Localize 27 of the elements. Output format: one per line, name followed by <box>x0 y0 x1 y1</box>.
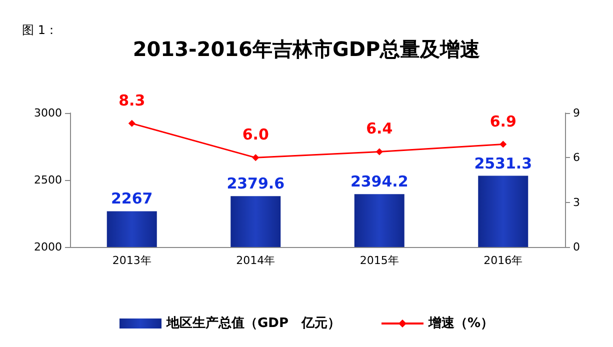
chart-title: 2013-2016年吉林市GDP总量及增速 <box>132 37 480 61</box>
x-tick-label: 2013年 <box>112 254 152 267</box>
legend-label: 增速（%） <box>427 316 494 331</box>
x-tick-label: 2014年 <box>236 254 276 267</box>
point <box>376 148 383 156</box>
caption: 图 1： <box>22 23 58 37</box>
point <box>252 154 260 162</box>
y-tick-label: 2000 <box>34 240 62 254</box>
data-label: 2531.3 <box>474 154 532 172</box>
point <box>128 120 136 127</box>
x-tick-label: 2016年 <box>484 254 523 267</box>
data-label: 2379.6 <box>226 174 285 193</box>
y2-tick-label: 3 <box>573 196 580 209</box>
y2-tick-label: 0 <box>573 240 580 254</box>
y-tick-label: 3000 <box>34 106 62 120</box>
x-tick-label: 2015年 <box>360 254 399 267</box>
point <box>500 140 507 148</box>
data-label: 6.9 <box>490 112 516 130</box>
data-label: 8.3 <box>118 91 146 110</box>
y2-tick-label: 9 <box>573 106 580 120</box>
data-label: 6.0 <box>242 126 269 144</box>
y2-tick-label: 6 <box>573 151 580 164</box>
data-label: 2394.2 <box>350 172 408 191</box>
data-label: 2267 <box>111 190 153 208</box>
legend-label: 地区生产总值（GDP 亿元） <box>165 315 340 331</box>
y-tick-label: 2500 <box>34 174 62 186</box>
data-label: 6.4 <box>366 120 393 138</box>
